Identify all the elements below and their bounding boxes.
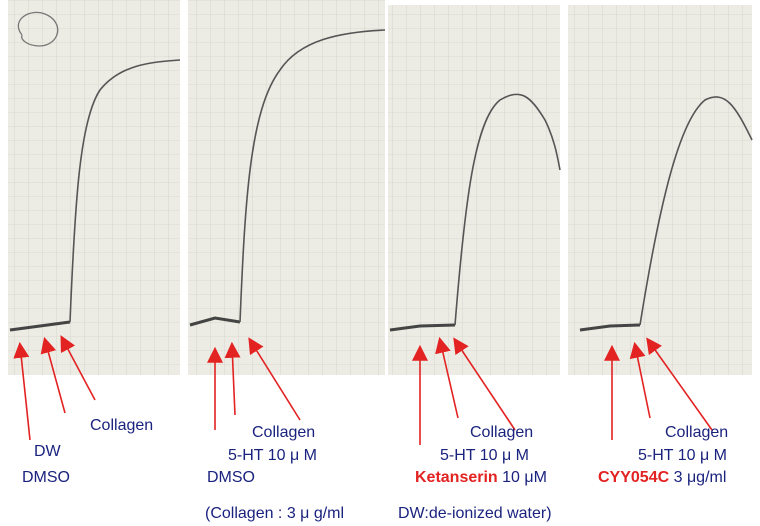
label: DMSO (22, 469, 70, 486)
label: Ketanserin 10 μM (415, 469, 547, 486)
label: Collagen (665, 424, 728, 441)
label: 5-HT 10 μ M (228, 447, 317, 464)
drug-name: CYY054C (598, 469, 670, 486)
label: Collagen (90, 417, 153, 434)
footnote: (Collagen : 3 μ g/ml (205, 505, 344, 522)
label: 5-HT 10 μ M (638, 447, 727, 464)
drug-name: Ketanserin (415, 469, 498, 486)
paper-grid (8, 0, 180, 375)
dose: 3 μg/ml (674, 469, 727, 486)
labels: Collagen DW DMSO Collagen 5-HT 10 μ M DM… (22, 417, 728, 522)
label: Collagen (470, 424, 533, 441)
label: DMSO (207, 469, 255, 486)
paper-grid (388, 5, 560, 375)
trace-panels (8, 0, 752, 375)
label: 5-HT 10 μ M (440, 447, 529, 464)
label: DW (34, 443, 62, 460)
footnote: DW:de-ionized water) (398, 505, 552, 522)
figure: Collagen DW DMSO Collagen 5-HT 10 μ M DM… (0, 0, 760, 526)
label: CYY054C 3 μg/ml (598, 469, 726, 486)
label: Collagen (252, 424, 315, 441)
paper-grid (568, 5, 752, 375)
dose: 10 μM (502, 469, 547, 486)
